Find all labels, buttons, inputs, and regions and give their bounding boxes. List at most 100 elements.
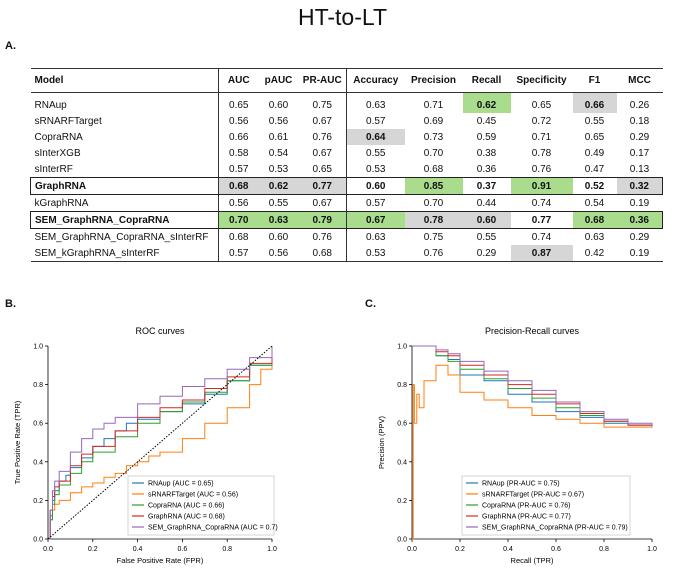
- x-axis-label: False Positive Rate (FPR): [117, 556, 204, 565]
- x-tick-label: 0.2: [455, 546, 465, 553]
- metric-cell: 0.72: [531, 115, 552, 127]
- table-row: SEM_GraphRNA_CopraRNA_sInterRF 0.68 0.60 0.…: [31, 228, 663, 245]
- metric-cell: 0.29: [629, 131, 650, 143]
- metric-cell: 0.63: [346, 92, 405, 113]
- metric-cell: 0.79: [298, 211, 347, 229]
- y-tick-label: 0.0: [397, 537, 407, 544]
- metric-cell: 0.56: [218, 113, 259, 129]
- metric-cell: 0.67: [312, 147, 332, 159]
- metric-cell: 0.52: [572, 177, 617, 195]
- column-header-specificity: Specificity: [510, 68, 573, 93]
- results-table: Model AUC pAUC PR-AUC Accuracy Precision Recal…: [30, 68, 663, 262]
- metric-cell: 0.63: [584, 231, 605, 243]
- model-name: sRNARFTarget: [34, 115, 102, 127]
- column-header-model: Model: [30, 68, 219, 93]
- metric-cell: 0.77: [298, 177, 347, 195]
- column-header-accuracy: Accuracy: [346, 68, 405, 93]
- metric-cell: 0.64: [346, 129, 405, 145]
- legend-entry: RNAup (AUC = 0.65): [148, 481, 214, 488]
- y-tick-label: 0.2: [33, 498, 43, 505]
- legend-entry: GraphRNA (AUC = 0.68): [148, 514, 225, 521]
- model-name: sInterXGB: [34, 147, 81, 159]
- metric-cell: 0.47: [584, 163, 605, 175]
- metric-cell: 0.36: [476, 163, 497, 175]
- metric-cell: 0.66: [572, 92, 617, 113]
- metric-cell: 0.53: [346, 161, 405, 178]
- x-tick-label: 0.8: [222, 546, 232, 553]
- x-tick-label: 0.6: [178, 546, 188, 553]
- y-tick-label: 0.0: [33, 537, 43, 544]
- table-row: sRNARFTarget 0.56 0.56 0.67 0.57 0.69 0.45 0.72…: [31, 113, 663, 129]
- metric-cell: 0.68: [572, 211, 617, 229]
- metric-cell: 0.55: [346, 145, 405, 161]
- metric-cell: 0.68: [423, 163, 444, 175]
- table-row: sInterRF 0.57 0.53 0.65 0.53 0.68 0.36 0.76 0.47…: [31, 161, 663, 178]
- panel-label-a: A.: [5, 40, 16, 52]
- metric-cell: 0.17: [629, 147, 650, 159]
- column-header-auc: AUC: [218, 68, 259, 93]
- metric-cell: 0.62: [258, 177, 299, 195]
- y-tick-label: 0.6: [33, 421, 43, 428]
- legend-entry: SEM_GraphRNA_CopraRNA (AUC = 0.7): [148, 525, 278, 532]
- panel-label-b: B.: [5, 298, 16, 310]
- metric-cell: 0.68: [218, 177, 259, 195]
- table-row: sInterXGB 0.58 0.54 0.67 0.55 0.70 0.38 0.78 0.4…: [31, 145, 663, 161]
- table-row: RNAup 0.65 0.60 0.75 0.63 0.71 0.62 0.65 0.66 0.2…: [31, 92, 663, 113]
- model-name: SEM_GraphRNA_CopraRNA: [30, 211, 219, 229]
- metric-cell: 0.60: [268, 231, 289, 243]
- metric-cell: 0.71: [531, 131, 552, 143]
- metric-cell: 0.74: [531, 197, 552, 209]
- x-tick-label: 1.0: [647, 546, 657, 553]
- metric-cell: 0.78: [404, 211, 463, 229]
- x-tick-label: 0.4: [133, 546, 143, 553]
- metric-cell: 0.67: [346, 211, 405, 229]
- table-row: GraphRNA 0.68 0.62 0.77 0.60 0.85 0.37 0.91 0.52…: [30, 177, 663, 195]
- metric-cell: 0.57: [346, 113, 405, 129]
- metric-cell: 0.70: [423, 147, 444, 159]
- metric-cell: 0.69: [423, 115, 444, 127]
- metric-cell: 0.54: [584, 197, 605, 209]
- metric-cell: 0.65: [218, 92, 259, 113]
- metric-cell: 0.57: [218, 161, 259, 178]
- table-row: CopraRNA 0.66 0.61 0.76 0.64 0.73 0.59 0.71 0.65…: [31, 129, 663, 145]
- metric-cell: 0.75: [423, 231, 444, 243]
- metric-cell: 0.37: [462, 177, 511, 195]
- chart-title: ROC curves: [135, 326, 185, 336]
- metric-cell: 0.63: [258, 211, 299, 229]
- metric-cell: 0.68: [298, 245, 347, 262]
- y-tick-label: 0.2: [397, 498, 407, 505]
- metric-cell: 0.57: [218, 245, 259, 262]
- model-name: GraphRNA: [30, 177, 219, 195]
- metric-cell: 0.29: [462, 245, 511, 262]
- x-tick-label: 0.8: [599, 546, 609, 553]
- metric-cell: 0.56: [258, 245, 299, 262]
- legend-entry: sRNARFTarget (PR-AUC = 0.67): [482, 492, 584, 499]
- metric-cell: 0.65: [584, 131, 605, 143]
- table-row: SEM_GraphRNA_CopraRNA 0.70 0.63 0.79 0.67 0.7…: [30, 211, 663, 229]
- model-name: sInterRF: [34, 163, 73, 175]
- metric-cell: 0.67: [312, 115, 332, 127]
- metric-cell: 0.85: [404, 177, 463, 195]
- metric-cell: 0.56: [268, 115, 289, 127]
- y-tick-label: 1.0: [33, 344, 43, 351]
- column-header-mcc: MCC: [616, 68, 663, 93]
- metric-cell: 0.19: [616, 245, 663, 262]
- figure-title: HT-to-LT: [297, 4, 388, 30]
- metric-cell: 0.32: [616, 177, 663, 195]
- chart-title: Precision-Recall curves: [485, 326, 580, 336]
- legend-entry: SEM_GraphRNA_CopraRNA (PR-AUC = 0.79): [482, 525, 628, 532]
- model-name: CopraRNA: [34, 131, 83, 143]
- metric-cell: 0.58: [218, 145, 259, 161]
- metric-cell: 0.87: [510, 245, 573, 262]
- model-name: SEM_kGraphRNA_sInterRF: [30, 245, 219, 262]
- legend-box: [461, 475, 631, 536]
- y-tick-label: 1.0: [397, 344, 407, 351]
- legend-box: [127, 475, 275, 536]
- metric-cell: 0.44: [476, 197, 497, 209]
- column-header-f1: F1: [572, 68, 617, 93]
- x-tick-label: 0.2: [88, 546, 98, 553]
- metric-cell: 0.36: [616, 211, 663, 229]
- metric-cell: 0.59: [476, 131, 497, 143]
- series-line: [412, 345, 653, 428]
- metric-cell: 0.49: [584, 147, 605, 159]
